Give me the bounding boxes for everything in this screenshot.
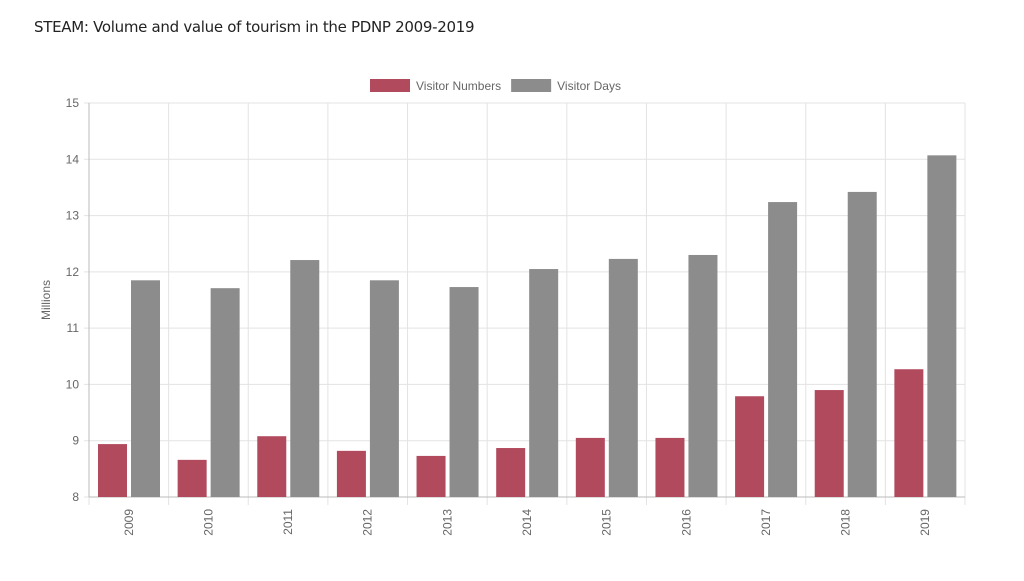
- y-tick-label: 9: [72, 434, 79, 448]
- bar-visitor-days: [449, 287, 479, 497]
- bar-visitor-days: [688, 254, 718, 497]
- y-tick-label: 13: [66, 209, 80, 223]
- bar-visitor-days: [847, 191, 877, 497]
- x-tick-label: 2016: [679, 509, 693, 536]
- bar-visitor-numbers: [496, 448, 526, 497]
- bar-visitor-days: [608, 258, 638, 497]
- y-tick-label: 8: [72, 490, 79, 504]
- bar-visitor-numbers: [177, 459, 207, 497]
- x-tick-label: 2010: [201, 509, 215, 536]
- bar-visitor-numbers: [98, 444, 127, 497]
- bar-visitor-numbers: [655, 437, 685, 497]
- y-tick-label: 12: [66, 265, 80, 279]
- legend-label: Visitor Numbers: [416, 79, 501, 93]
- x-tick-label: 2011: [281, 509, 295, 535]
- bar-visitor-days: [131, 280, 160, 497]
- bar-visitor-numbers: [814, 390, 844, 497]
- x-tick-label: 2015: [600, 509, 614, 536]
- y-tick-label: 11: [67, 321, 80, 335]
- x-tick-label: 2017: [759, 509, 773, 536]
- bar-visitor-numbers: [575, 437, 605, 497]
- x-tick-label: 2014: [520, 509, 534, 536]
- y-axis-label: Millions: [39, 280, 53, 320]
- bar-visitor-days: [529, 269, 559, 497]
- bar-visitor-days: [210, 288, 240, 497]
- bar-visitor-days: [290, 260, 320, 497]
- chart-title: STEAM: Volume and value of tourism in th…: [34, 18, 475, 36]
- x-tick-label: 2012: [361, 509, 375, 536]
- x-tick-label: 2009: [122, 509, 136, 536]
- bar-visitor-numbers: [416, 455, 446, 497]
- legend-swatch: [370, 79, 410, 92]
- bar-visitor-numbers: [257, 436, 287, 497]
- x-tick-label: 2019: [918, 509, 932, 536]
- legend-swatch: [511, 79, 552, 92]
- bar-visitor-numbers: [894, 369, 924, 497]
- bar-visitor-days: [768, 202, 798, 497]
- y-tick-label: 14: [66, 152, 80, 166]
- x-tick-label: 2013: [440, 509, 454, 536]
- bar-visitor-numbers: [735, 396, 765, 497]
- y-tick-label: 15: [66, 96, 80, 110]
- x-tick-label: 2018: [839, 509, 853, 536]
- y-tick-label: 10: [66, 377, 80, 391]
- legend-label: Visitor Days: [557, 79, 621, 93]
- bar-visitor-numbers: [336, 450, 366, 497]
- bar-visitor-days: [369, 280, 399, 497]
- bar-visitor-days: [927, 155, 957, 498]
